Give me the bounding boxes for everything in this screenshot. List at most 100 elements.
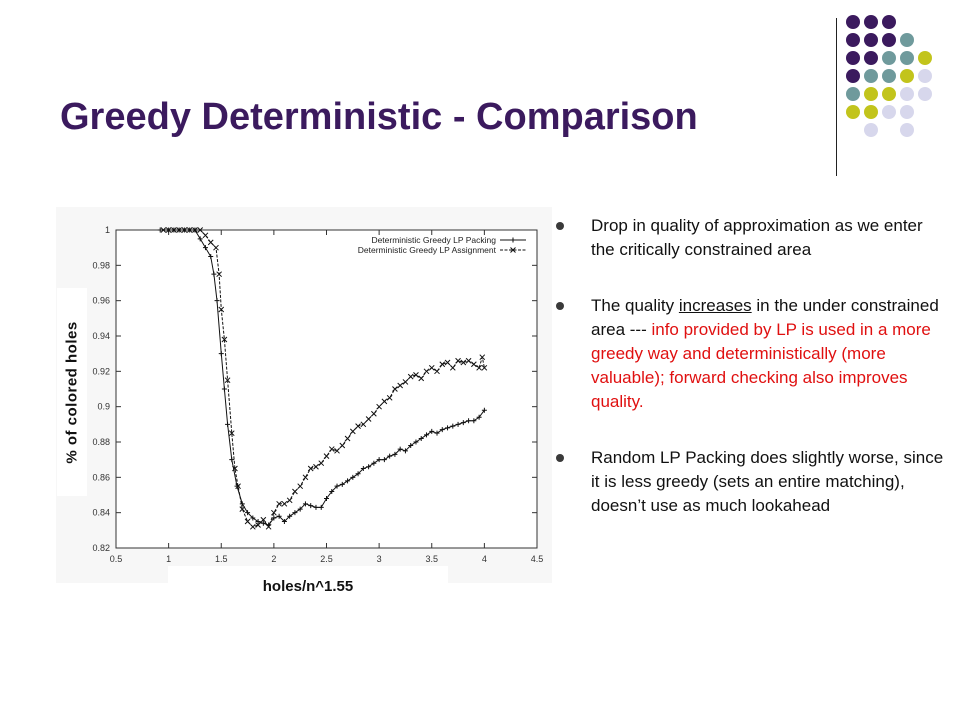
bullet-item: The quality increases in the under const… [553, 294, 948, 414]
data-point [450, 423, 456, 429]
bullet-text-mid: in the under constrained area --- [591, 296, 939, 339]
data-point [165, 227, 172, 233]
data-point [476, 414, 482, 420]
y-tick-label: 0.94 [92, 331, 110, 341]
data-point [239, 506, 246, 512]
x-tick-label: 2 [271, 554, 276, 564]
data-point [229, 457, 235, 463]
data-point [197, 227, 204, 233]
decorative-dot [864, 123, 878, 137]
line-chart: 0.5 1 1.5 2 2.5 3 3.5 4 4.5 0.82 0.84 0.86 0.88 0.9 0.… [92, 225, 543, 564]
bullet-item: Drop in quality of approximation as we e… [553, 214, 948, 262]
data-point [423, 368, 430, 375]
data-point [402, 379, 409, 385]
data-point [465, 357, 472, 364]
data-point [181, 227, 188, 233]
data-point [428, 364, 435, 371]
data-point [334, 483, 340, 489]
data-point [250, 515, 256, 521]
divider-line [836, 18, 837, 176]
data-point [376, 403, 382, 410]
data-point [329, 488, 335, 494]
data-point [255, 522, 261, 528]
decorative-dot [882, 69, 896, 83]
data-point [386, 394, 393, 401]
data-point [157, 227, 163, 233]
data-point [481, 407, 487, 413]
data-point [376, 457, 382, 463]
data-point [214, 298, 220, 304]
decorative-dot [864, 105, 878, 119]
data-point [345, 478, 351, 484]
decorative-dot [846, 51, 860, 65]
legend-label: Deterministic Greedy LP Packing [371, 235, 496, 245]
data-point [218, 351, 224, 357]
data-point [479, 354, 486, 361]
data-point [313, 504, 319, 510]
decorative-dot-grid [846, 15, 932, 137]
x-tick-label: 3 [377, 554, 382, 564]
data-point [255, 519, 261, 524]
data-point [292, 488, 298, 495]
bullet-text-highlight: info provided by LP is used in a more gr… [591, 320, 931, 411]
bullet-dot-icon [556, 302, 564, 310]
data-point [334, 447, 340, 454]
data-point [460, 420, 466, 426]
decorative-dot [900, 69, 914, 83]
data-point [481, 364, 488, 371]
bullet-item: Random LP Packing does slightly worse, s… [553, 446, 948, 518]
data-point [418, 435, 424, 441]
data-point [392, 386, 398, 392]
x-tick-label: 3.5 [425, 554, 438, 564]
series-line [163, 229, 485, 528]
y-tick-label: 0.92 [92, 366, 110, 376]
data-point [297, 506, 303, 512]
data-point [202, 245, 208, 251]
decorative-dot [900, 33, 914, 47]
data-point [249, 523, 256, 530]
data-point [328, 446, 335, 452]
data-point [339, 442, 346, 449]
data-point [186, 227, 193, 233]
data-point [276, 500, 282, 507]
data-point [192, 227, 198, 233]
data-point [434, 430, 440, 436]
data-point [213, 244, 219, 251]
data-point [276, 513, 282, 519]
data-point [408, 443, 414, 449]
data-point [260, 516, 267, 523]
x-tick-label: 2.5 [320, 554, 333, 564]
series-line [160, 229, 485, 526]
data-point [471, 418, 477, 424]
decorative-dot [864, 15, 878, 29]
decorative-dot [846, 69, 860, 83]
bullet-list: Drop in quality of approximation as we e… [553, 214, 948, 550]
data-point [413, 439, 419, 445]
decorative-dot [900, 123, 914, 137]
data-point [371, 410, 377, 417]
x-tick-label: 1.5 [215, 554, 228, 564]
data-point [232, 465, 238, 472]
data-point [423, 432, 429, 438]
x-tick-label: 1 [166, 554, 171, 564]
y-tick-label: 0.84 [92, 508, 110, 518]
data-point [302, 474, 309, 481]
data-point [476, 364, 482, 371]
data-point [216, 271, 222, 278]
data-point [324, 496, 329, 502]
y-tick-label: 1 [105, 225, 110, 235]
bullet-dot-icon [556, 222, 564, 230]
data-point [466, 418, 472, 424]
data-point [366, 464, 372, 470]
data-point [286, 497, 293, 504]
data-point [387, 453, 393, 459]
data-point [281, 500, 288, 507]
data-point [313, 463, 319, 470]
y-axis-label: % of colored holes [63, 320, 81, 464]
data-point [392, 451, 398, 457]
data-point [434, 368, 440, 375]
data-point [349, 428, 356, 435]
data-point [292, 510, 298, 516]
decorative-dot [918, 51, 932, 65]
legend-marker [510, 247, 516, 253]
